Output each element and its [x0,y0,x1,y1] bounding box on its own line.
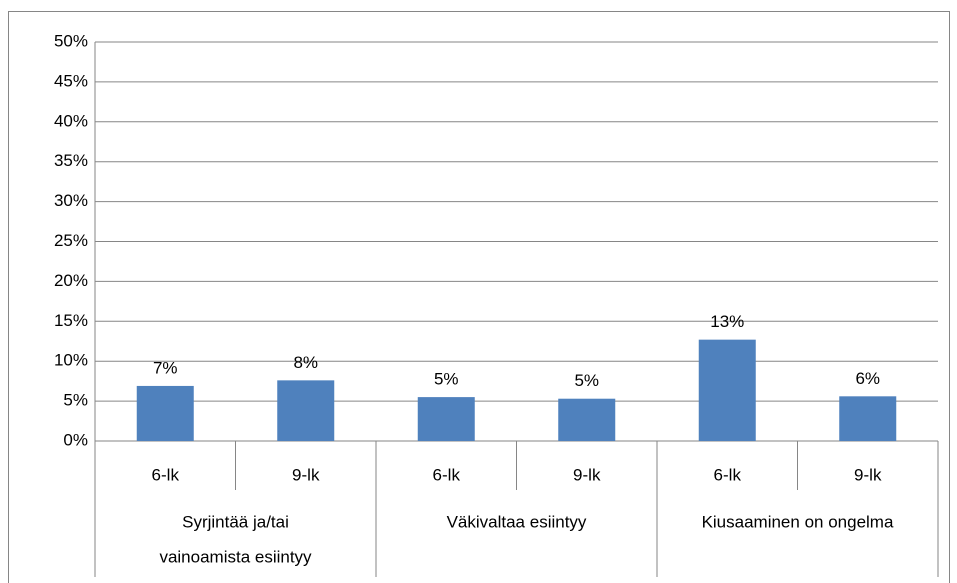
y-tick-label: 30% [54,191,88,210]
y-tick-label: 35% [54,151,88,170]
bar [558,398,616,441]
data-label: 13% [710,312,744,331]
y-tick-label: 20% [54,271,88,290]
y-tick-label: 5% [63,391,88,410]
data-label: 6% [855,369,880,388]
x-tick-label: 6-lk [714,465,742,484]
bar [277,380,335,441]
y-tick-label: 25% [54,231,88,250]
x-tick-label: 9-lk [292,465,320,484]
bar [136,385,194,441]
bar [839,396,897,441]
x-tick-label: 9-lk [573,465,601,484]
x-tick-label: 6-lk [433,465,461,484]
bar [417,397,475,441]
x-tick-label: 9-lk [854,465,882,484]
group-label: Syrjintää ja/tai [182,512,289,531]
x-tick-label: 6-lk [152,465,180,484]
group-label: Kiusaaminen on ongelma [702,512,894,531]
data-label: 8% [293,353,318,372]
y-tick-label: 0% [63,430,88,449]
data-label: 5% [574,371,599,390]
y-tick-label: 40% [54,111,88,130]
group-label: vainoamista esiintyy [159,547,312,566]
data-label: 5% [434,370,459,389]
y-tick-label: 45% [54,71,88,90]
y-tick-label: 10% [54,351,88,370]
y-tick-label: 15% [54,311,88,330]
group-label: Väkivaltaa esiintyy [447,512,587,531]
data-label: 7% [153,358,178,377]
bar [698,339,756,441]
y-tick-label: 50% [54,31,88,50]
chart-border [8,11,950,583]
